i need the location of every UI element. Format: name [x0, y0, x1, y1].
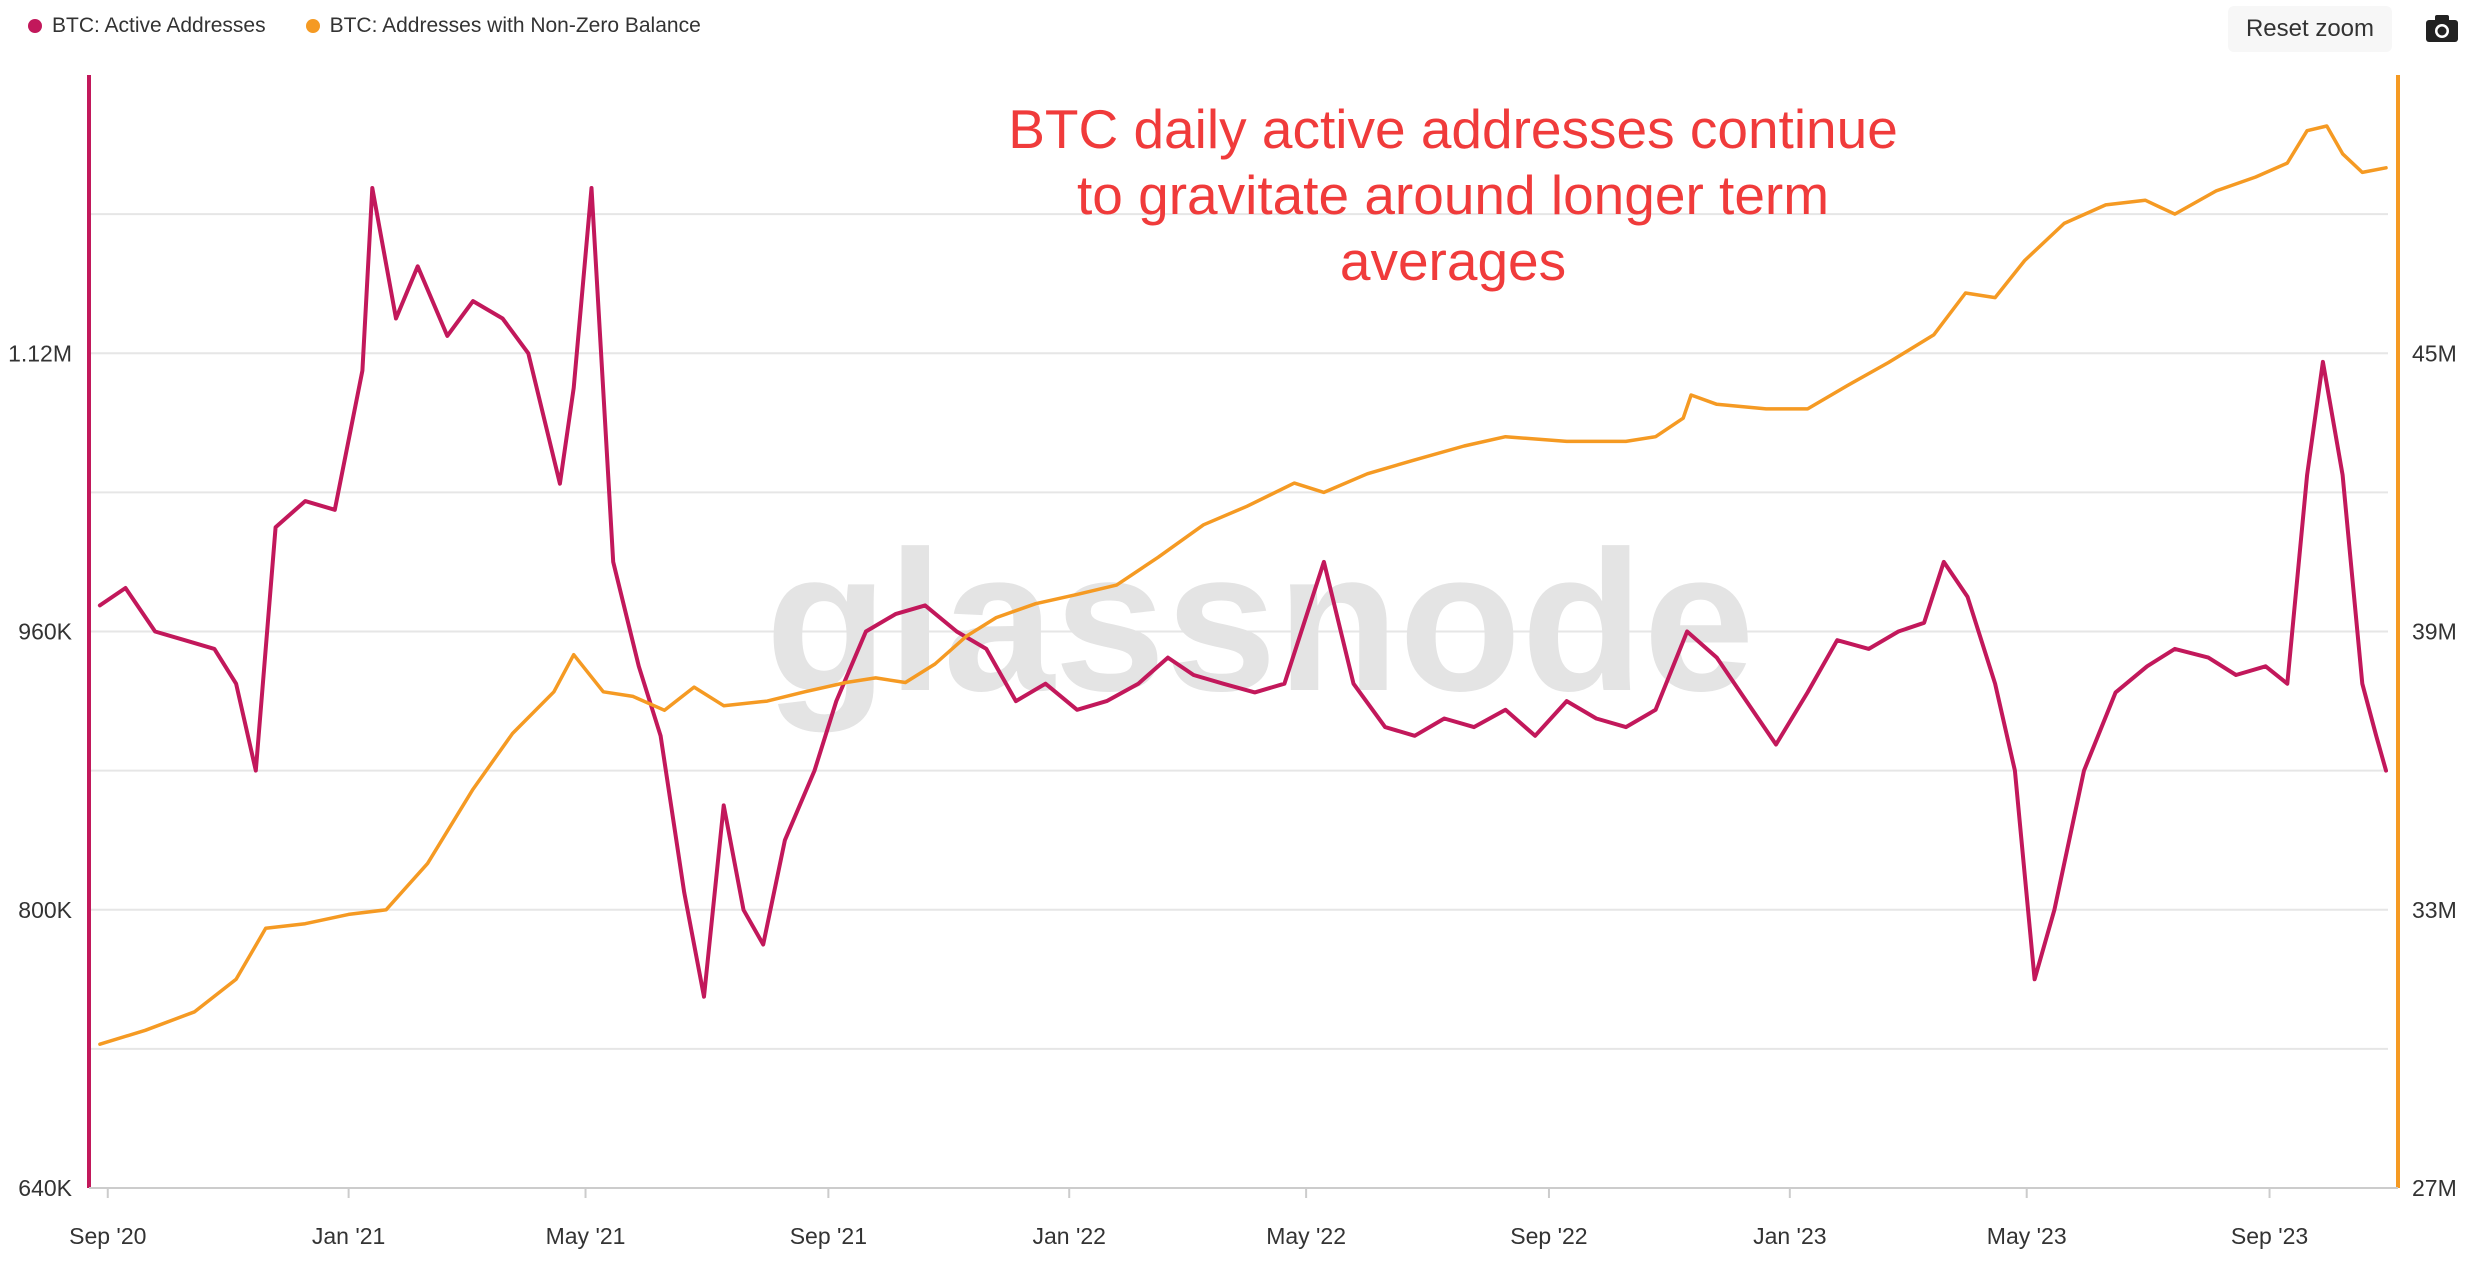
- x-tick-label: Sep '21: [790, 1223, 867, 1249]
- x-tick-label: Jan '22: [1032, 1223, 1105, 1249]
- reset-zoom-button[interactable]: Reset zoom: [2228, 6, 2392, 52]
- y-left-tick-label: 960K: [18, 619, 72, 645]
- y-right-tick-label: 39M: [2412, 619, 2457, 645]
- y-right-tick-label: 27M: [2412, 1175, 2457, 1201]
- chart-annotation: BTC daily active addresses continue to g…: [1008, 98, 1898, 292]
- legend-label: BTC: Addresses with Non-Zero Balance: [329, 14, 701, 37]
- x-tick-label: May '21: [546, 1223, 626, 1249]
- y-left-tick-label: 1.12M: [8, 340, 72, 366]
- legend-dot: [305, 19, 320, 33]
- y-left-tick-label: 800K: [18, 897, 72, 923]
- legend-dot: [28, 19, 42, 33]
- y-right-tick-label: 33M: [2412, 897, 2457, 923]
- x-tick-label: May '23: [1987, 1223, 2067, 1249]
- y-right-tick-label: 45M: [2412, 340, 2457, 366]
- annotation-line: BTC daily active addresses continue: [1008, 98, 1898, 160]
- legend-item-non-zero-balance[interactable]: BTC: Addresses with Non-Zero Balance: [305, 14, 701, 38]
- annotation-line: to gravitate around longer term: [1077, 164, 1829, 226]
- legend: BTC: Active Addresses BTC: Addresses wit…: [28, 14, 701, 38]
- x-tick-label: Sep '20: [69, 1223, 146, 1249]
- x-tick-label: Sep '23: [2231, 1223, 2308, 1249]
- camera-icon[interactable]: [2424, 12, 2460, 46]
- series-line-non-zero-balance: [98, 124, 2388, 1046]
- series-line-active-addresses: [97, 186, 2388, 999]
- x-tick-label: Jan '21: [312, 1223, 385, 1249]
- x-tick-label: Jan '23: [1753, 1223, 1826, 1249]
- y-left-tick-label: 640K: [18, 1175, 72, 1201]
- x-tick-label: May '22: [1266, 1223, 1346, 1249]
- x-tick-label: Sep '22: [1510, 1223, 1587, 1249]
- camera-icon: [2426, 15, 2458, 42]
- watermark: glassnode: [765, 510, 1754, 733]
- annotation-line: averages: [1340, 230, 1566, 292]
- legend-item-active-addresses[interactable]: BTC: Active Addresses: [28, 14, 266, 38]
- legend-label: BTC: Active Addresses: [52, 14, 266, 37]
